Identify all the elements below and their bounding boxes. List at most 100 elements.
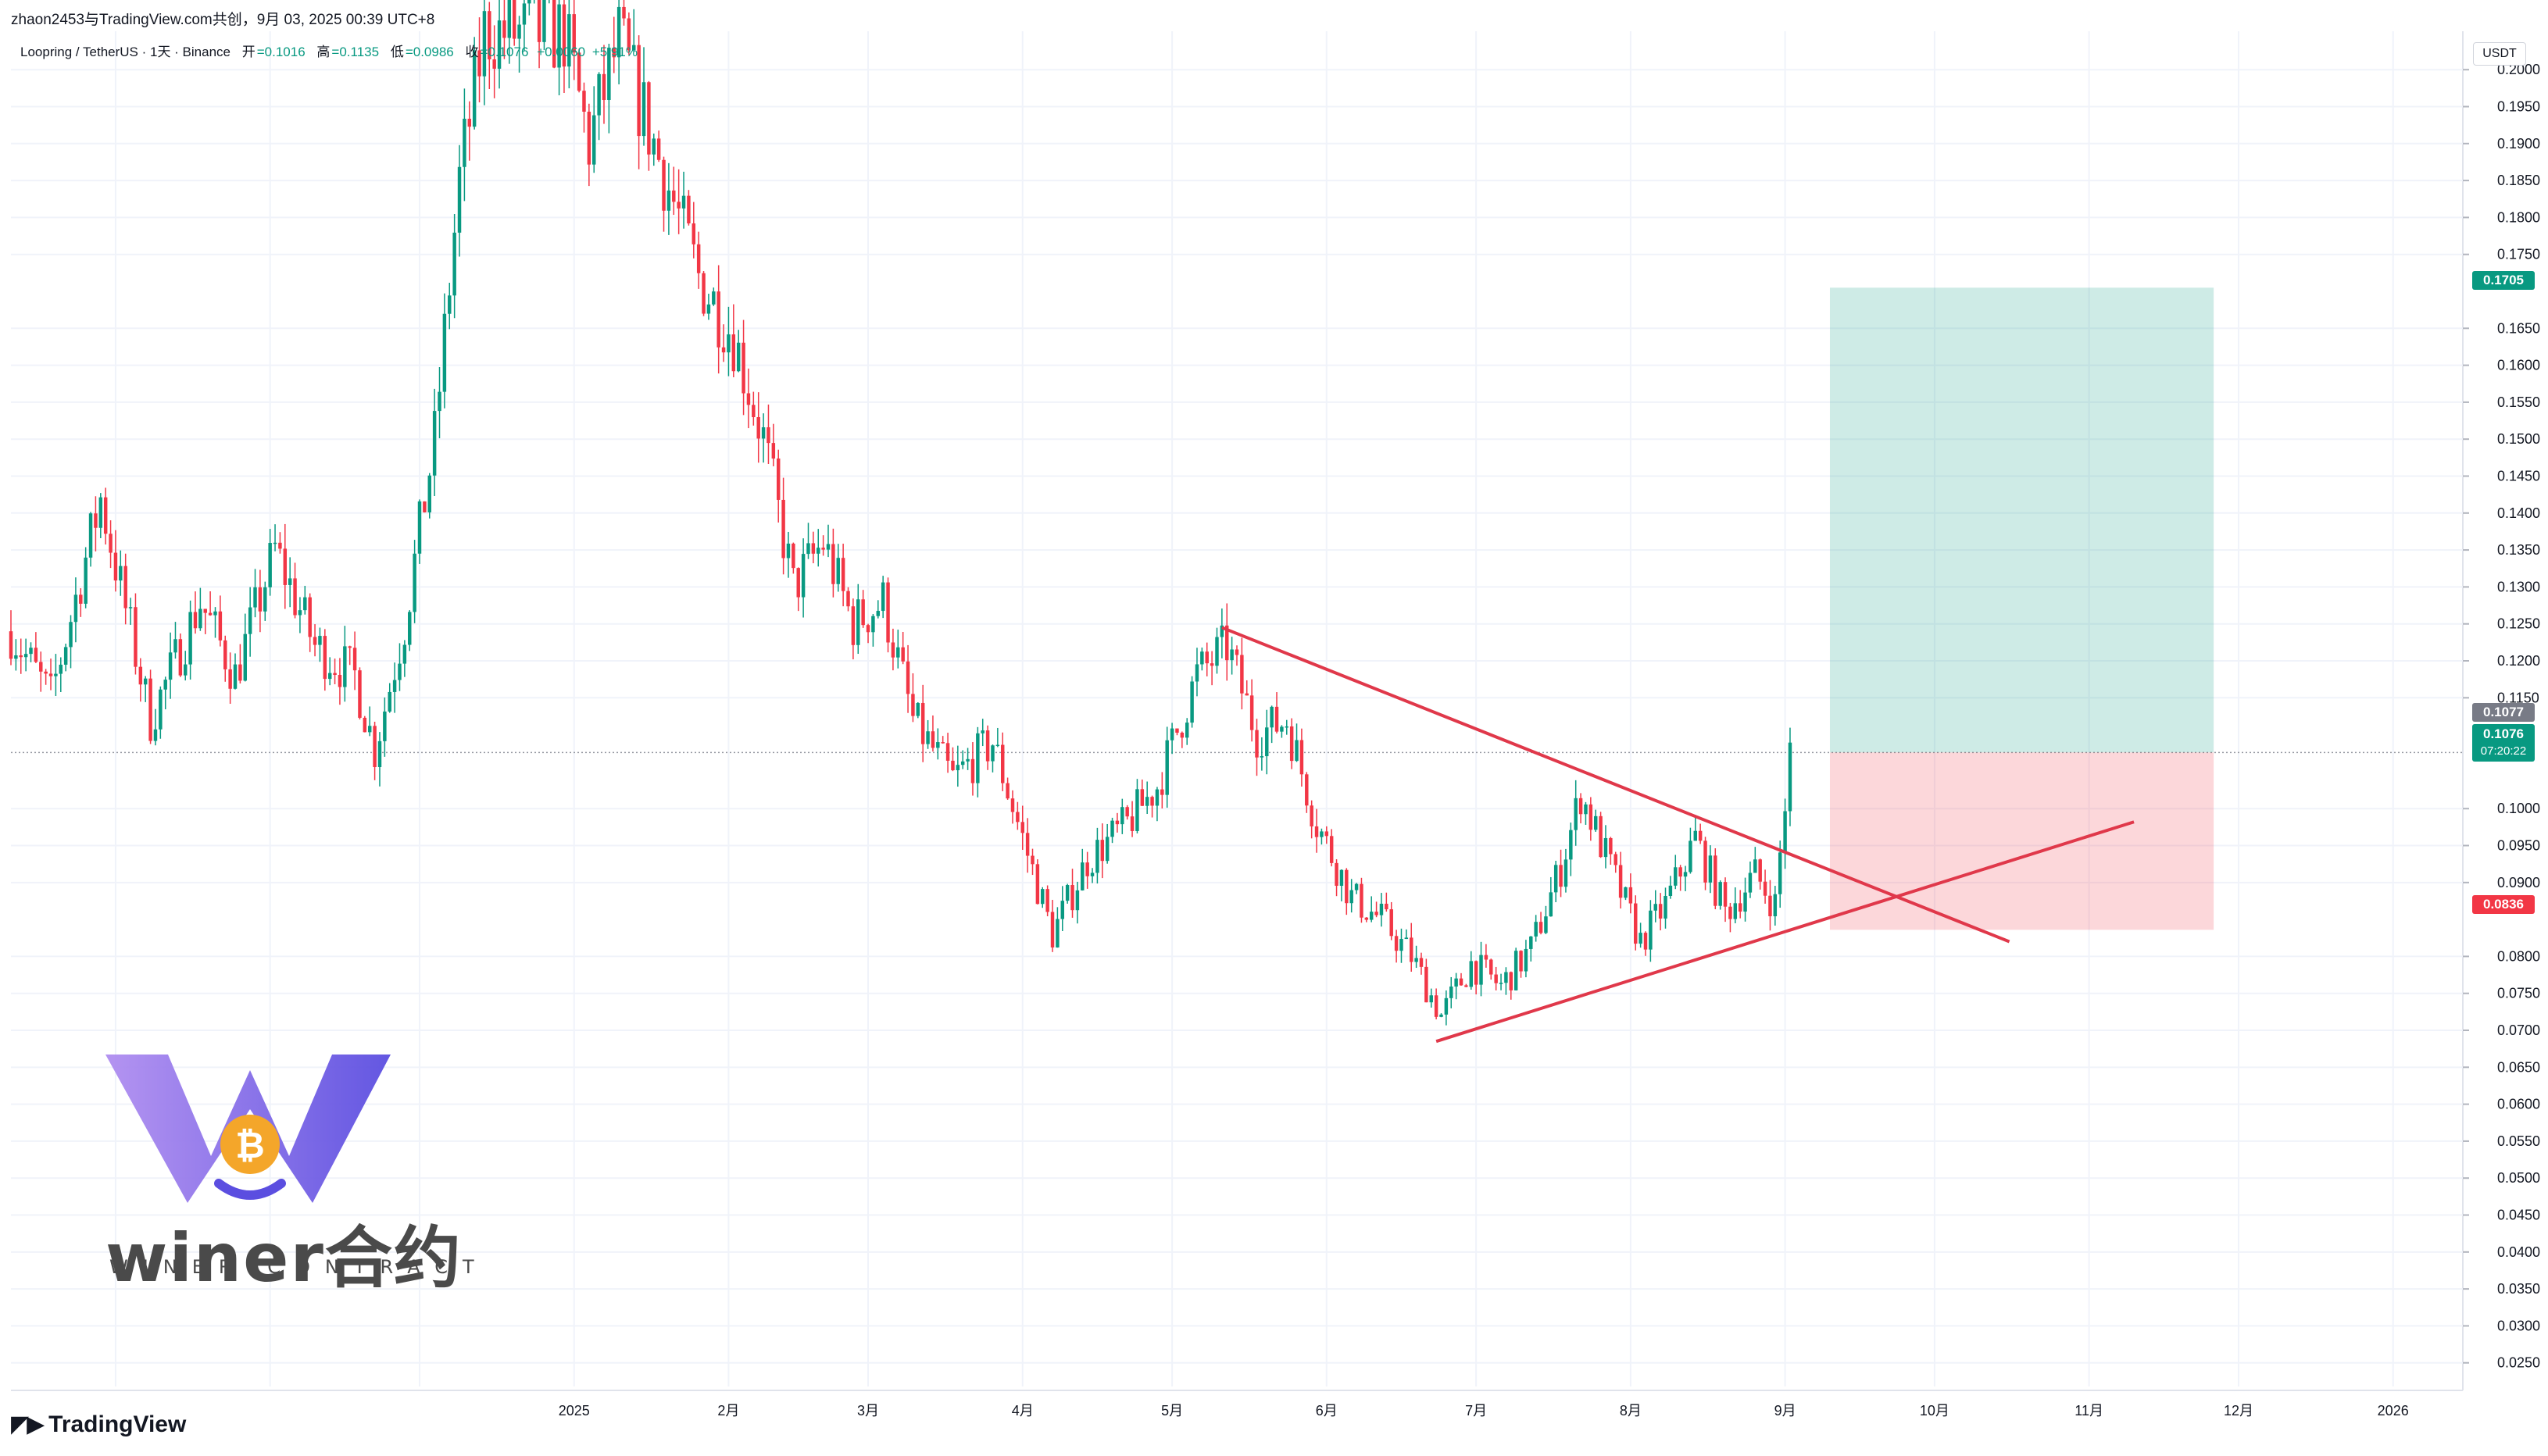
last-price-badge: 0.1077: [2472, 703, 2535, 722]
candle-body: [1095, 840, 1099, 873]
candle-body: [198, 608, 202, 629]
candle-body: [233, 664, 238, 689]
low-label: 低: [390, 45, 404, 59]
watermark-brand: winer合约: [105, 1219, 463, 1297]
candle-body: [1424, 966, 1428, 1003]
candle-body: [891, 642, 895, 658]
candle-body: [1335, 862, 1338, 887]
y-tick-label: 0.1550: [2497, 394, 2540, 410]
candle-body: [1020, 822, 1024, 833]
y-tick-label: 0.0500: [2497, 1170, 2540, 1186]
candle-body: [213, 611, 217, 616]
candle-body: [367, 726, 372, 733]
y-tick-label: 0.0800: [2497, 948, 2540, 964]
candle-body: [1758, 859, 1762, 882]
candle-body: [1544, 916, 1548, 933]
candle-body: [163, 680, 167, 690]
candle-body: [343, 646, 347, 687]
candle-body: [721, 347, 726, 353]
candle-body: [666, 190, 671, 211]
candle-body: [39, 662, 43, 672]
tradingview-logo[interactable]: ◤▶ TradingView: [11, 1411, 186, 1438]
candle-body: [1006, 783, 1010, 799]
candle-body: [203, 608, 207, 613]
candle-body: [591, 115, 596, 165]
change-value: +0.0060: [537, 45, 586, 59]
candle-body: [1733, 903, 1738, 919]
candle-body: [1195, 664, 1199, 682]
candle-body: [1025, 833, 1030, 856]
candle-body: [278, 542, 282, 549]
candle-body: [746, 393, 751, 405]
candle-body: [1549, 892, 1553, 917]
candle-body: [1389, 909, 1393, 937]
candle-body: [1369, 912, 1374, 920]
candle-body: [662, 159, 666, 211]
candle-body: [1494, 974, 1498, 983]
candle-body: [1215, 637, 1219, 666]
symbol-title[interactable]: Loopring / TetherUS · 1天 · Binance: [20, 45, 230, 59]
candle-body: [1070, 885, 1074, 911]
candle-body: [358, 670, 362, 718]
candle-body: [1578, 798, 1583, 815]
x-tick-label: 8月: [1620, 1403, 1642, 1419]
candle-body: [841, 558, 845, 591]
candlesticks: [9, 0, 1792, 1026]
candle-body: [1653, 904, 1657, 911]
candle-body: [94, 513, 98, 528]
candle-body: [637, 45, 641, 137]
candle-body: [731, 334, 736, 372]
svg-text:₿: ₿: [235, 1124, 265, 1166]
change-percent: +5.91%: [591, 45, 638, 59]
candle-body: [383, 711, 387, 741]
candle-body: [1160, 789, 1164, 795]
symbol-legend[interactable]: Loopring / TetherUS · 1天 · Binance 开 =0.1…: [20, 41, 638, 60]
candle-body: [717, 291, 720, 348]
candle-body: [34, 648, 38, 662]
candle-body: [1569, 830, 1573, 860]
candle-body: [1534, 922, 1538, 937]
candle-body: [1385, 903, 1388, 910]
candle-body: [29, 648, 33, 655]
candle-body: [73, 594, 78, 623]
y-tick-label: 0.2000: [2497, 62, 2540, 77]
candle-body: [14, 655, 18, 659]
candle-body: [612, 48, 616, 58]
candle-body: [1748, 873, 1753, 893]
x-tick-label: 7月: [1465, 1403, 1487, 1419]
candle-body: [901, 647, 905, 662]
candle-body: [1683, 872, 1688, 877]
candle-body: [602, 73, 606, 101]
candle-body: [1339, 869, 1344, 887]
candle-body: [641, 82, 646, 137]
candle-body: [1643, 933, 1648, 950]
candle-body: [1035, 864, 1040, 905]
candle-body: [866, 625, 870, 633]
candle-body: [293, 578, 297, 616]
candle-body: [1305, 774, 1309, 806]
candle-body: [388, 691, 391, 712]
candle-body: [352, 648, 357, 671]
descending-trendline: [1221, 626, 2010, 944]
candle-body: [1240, 655, 1244, 694]
chart-credit: zhaon2453与TradingView.com共创，9月 03, 2025 …: [11, 12, 435, 28]
currency-selector[interactable]: USDT: [2473, 42, 2526, 66]
candle-body: [1768, 895, 1772, 917]
candle-body: [696, 244, 701, 273]
candle-body: [377, 740, 382, 767]
candle-body: [1230, 649, 1234, 661]
price-axis: 0.2000 0.1950 0.1900 0.1850 0.1800 0.1750 0.16…: [2463, 62, 2540, 1371]
candle-body: [1394, 936, 1399, 951]
candle-body: [1574, 798, 1578, 830]
grid-lines: [11, 31, 2464, 1391]
candle-body: [1668, 885, 1673, 896]
candle-body: [1200, 651, 1204, 665]
candle-body: [134, 607, 138, 667]
candle-body: [1489, 959, 1493, 975]
y-tick-label: 0.0350: [2497, 1281, 2540, 1297]
candle-body: [1100, 840, 1105, 862]
candle-body: [148, 678, 152, 741]
candle-body: [672, 190, 676, 202]
candle-body: [1056, 919, 1060, 947]
